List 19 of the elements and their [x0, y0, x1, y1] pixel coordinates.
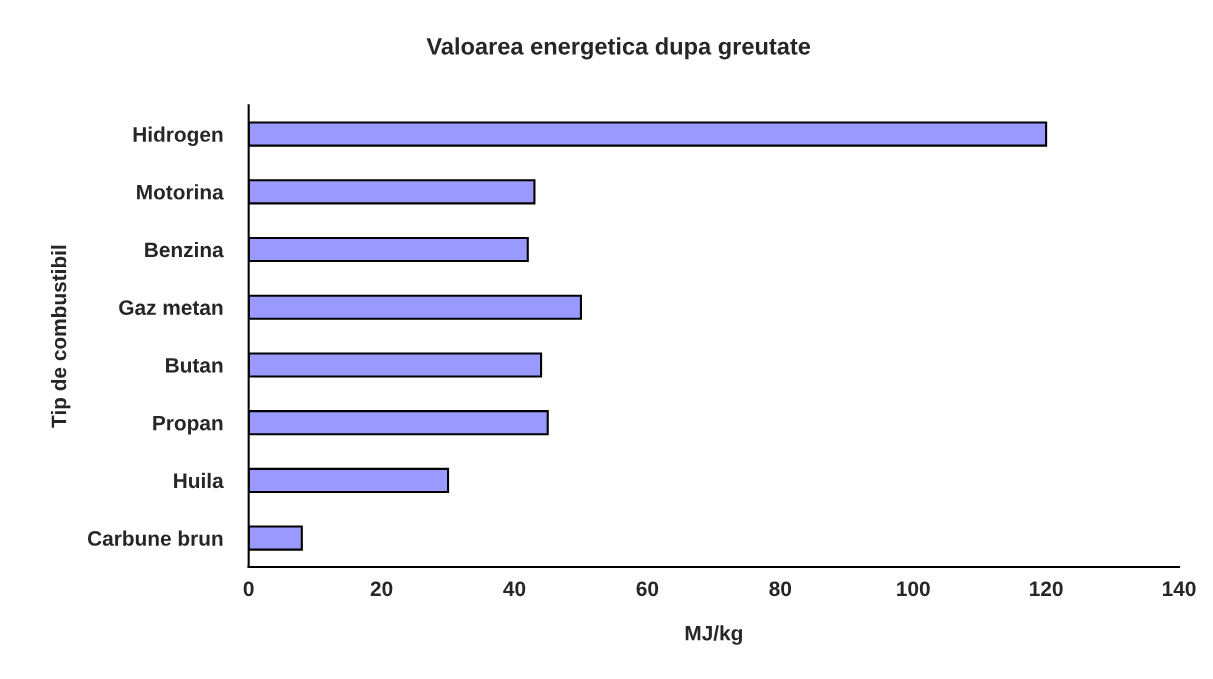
x-tick-label: 60 [636, 581, 659, 597]
y-tick-label: Propan [153, 415, 223, 435]
y-tick-label: Benzina [145, 241, 224, 258]
chart-title: Valoarea energetica dupa greutate [426, 37, 811, 60]
x-tick-label: 120 [1030, 581, 1063, 597]
y-tick-label: Butan [166, 358, 223, 373]
x-tick-label: 140 [1162, 581, 1196, 597]
y-tick-label: Gaz metan [119, 300, 223, 315]
y-tick-label: Hidrogen [133, 126, 223, 147]
x-tick-label: 20 [370, 581, 393, 597]
y-axis-title: Tip de combustibil [51, 245, 71, 428]
x-tick-label: 0 [243, 581, 254, 597]
x-tick-label: 80 [769, 581, 792, 597]
x-tick-label: 100 [897, 581, 930, 597]
y-tick-label: Carbune brun [87, 530, 223, 546]
y-tick-label: Motorina [137, 184, 224, 200]
y-tick-label: Huila [174, 472, 224, 489]
x-axis-title: MJ/kg [685, 625, 742, 645]
x-tick-label: 40 [503, 581, 526, 597]
